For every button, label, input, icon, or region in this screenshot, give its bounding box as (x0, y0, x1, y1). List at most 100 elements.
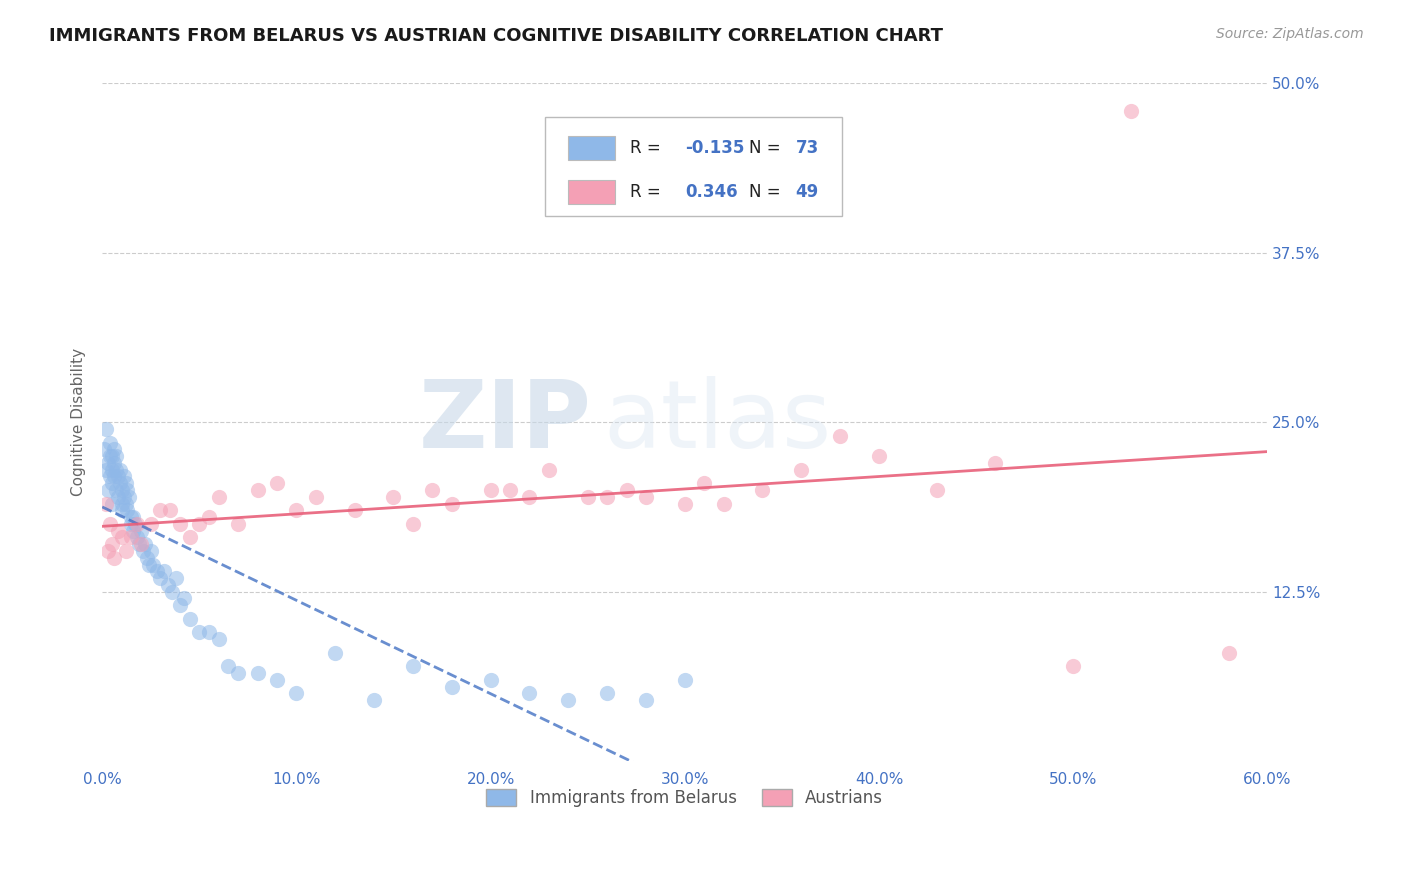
Point (103, 442, 125, 457)
Text: 49: 49 (796, 183, 818, 201)
Point (94, 463, 117, 477)
Point (104, 483, 127, 497)
Point (134, 537, 156, 551)
Point (479, 673, 502, 687)
Point (266, 673, 288, 687)
Point (97, 544, 120, 558)
Point (634, 490, 657, 504)
Point (114, 497, 136, 511)
Legend: Immigrants from Belarus, Austrians: Immigrants from Belarus, Austrians (479, 782, 890, 814)
Point (266, 476, 288, 491)
Text: Source: ZipAtlas.com: Source: ZipAtlas.com (1216, 27, 1364, 41)
Point (98, 469, 121, 483)
Point (440, 680, 463, 694)
Point (188, 625, 211, 640)
Point (343, 503, 366, 517)
Point (149, 503, 172, 517)
Point (111, 483, 134, 497)
Point (122, 510, 145, 524)
Point (519, 490, 541, 504)
Point (107, 490, 129, 504)
Point (114, 476, 136, 491)
Point (285, 686, 308, 700)
Point (127, 516, 149, 531)
Point (108, 476, 131, 491)
Point (179, 531, 201, 545)
Point (117, 483, 139, 497)
Point (112, 469, 135, 483)
Point (673, 497, 696, 511)
Point (112, 490, 135, 504)
Point (927, 483, 949, 497)
FancyBboxPatch shape (546, 118, 842, 216)
Point (98, 435, 121, 450)
Point (537, 463, 560, 477)
Point (246, 665, 269, 680)
Point (98, 516, 121, 531)
Text: N =: N = (749, 183, 786, 201)
Point (198, 510, 221, 524)
Text: ZIP: ZIP (419, 376, 592, 468)
Point (616, 483, 638, 497)
Point (120, 516, 142, 531)
Point (94, 422, 117, 436)
Point (107, 524, 129, 538)
Point (673, 673, 696, 687)
Point (145, 565, 167, 579)
Point (120, 531, 142, 545)
Y-axis label: Cognitive Disability: Cognitive Disability (72, 348, 86, 496)
Point (246, 483, 269, 497)
Point (157, 578, 180, 592)
Point (118, 490, 141, 504)
Point (142, 558, 165, 572)
Text: R =: R = (630, 139, 666, 157)
Point (499, 483, 522, 497)
Point (139, 516, 162, 531)
Text: -0.135: -0.135 (685, 139, 744, 157)
Point (198, 625, 221, 640)
Point (132, 544, 155, 558)
Point (440, 497, 463, 511)
Point (169, 516, 191, 531)
Point (103, 456, 125, 470)
Point (114, 544, 136, 558)
Point (117, 503, 139, 517)
Point (111, 503, 134, 517)
Point (217, 659, 239, 673)
Point (111, 531, 134, 545)
Point (402, 516, 425, 531)
Point (108, 463, 131, 477)
Point (122, 524, 145, 538)
Point (402, 659, 425, 673)
Point (124, 516, 146, 531)
Point (420, 483, 443, 497)
Point (208, 490, 231, 504)
Point (97, 456, 120, 470)
Point (111, 497, 134, 511)
Point (363, 693, 385, 707)
Point (557, 693, 579, 707)
Point (1062, 659, 1084, 673)
Point (97, 483, 120, 497)
Point (101, 463, 124, 477)
Point (135, 550, 157, 565)
Point (188, 516, 211, 531)
Point (159, 503, 181, 517)
Point (139, 544, 162, 558)
Point (173, 591, 195, 606)
Point (138, 558, 160, 572)
Point (129, 524, 152, 538)
Point (93, 442, 115, 457)
Point (101, 449, 124, 463)
Point (830, 429, 852, 443)
Point (101, 537, 124, 551)
Point (382, 490, 405, 504)
Point (169, 598, 191, 612)
Point (596, 490, 619, 504)
Text: R =: R = (630, 183, 666, 201)
Point (104, 463, 127, 477)
Point (165, 571, 187, 585)
Point (104, 449, 127, 463)
Point (790, 463, 813, 477)
Point (323, 646, 346, 660)
